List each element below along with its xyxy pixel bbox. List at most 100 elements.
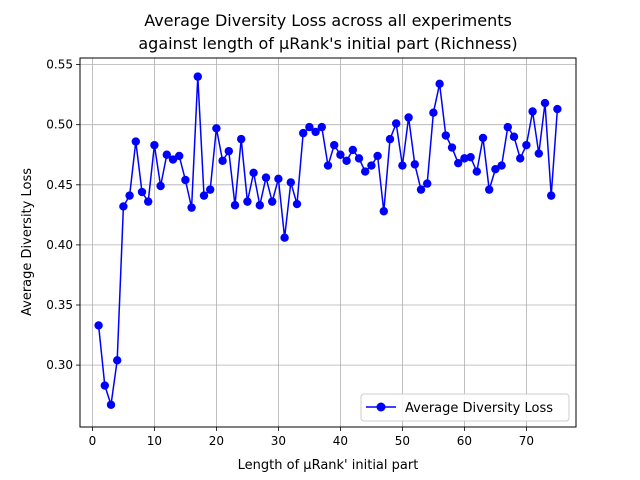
data-point <box>348 145 357 155</box>
data-point <box>150 140 159 150</box>
data-point <box>218 156 227 165</box>
chart-title-line1: Average Diversity Loss across all experi… <box>144 11 512 30</box>
data-point <box>516 154 525 163</box>
data-point <box>472 167 481 176</box>
data-point <box>466 152 475 162</box>
data-point <box>106 400 116 409</box>
data-point <box>336 150 345 159</box>
data-point <box>317 122 326 132</box>
data-point <box>268 197 277 206</box>
y-tick-label: 0.40 <box>46 238 73 252</box>
data-point <box>423 179 432 188</box>
data-point <box>168 155 178 164</box>
y-tick-label: 0.55 <box>46 58 73 72</box>
y-tick-label: 0.45 <box>46 178 73 192</box>
data-point <box>94 321 103 330</box>
data-point <box>292 199 302 209</box>
data-point <box>410 160 419 169</box>
y-tick-label: 0.50 <box>46 118 73 132</box>
data-point <box>447 143 457 152</box>
data-point <box>416 185 426 194</box>
x-tick-label: 20 <box>209 434 224 448</box>
data-point <box>237 134 246 144</box>
data-point <box>137 187 147 197</box>
data-point <box>534 149 543 158</box>
y-tick-label: 0.30 <box>46 358 73 372</box>
data-point <box>175 151 184 161</box>
data-point <box>392 119 401 128</box>
y-tick-label: 0.35 <box>46 298 73 312</box>
data-point <box>509 132 519 141</box>
data-point <box>429 108 438 117</box>
legend-label: Average Diversity Loss <box>405 401 553 416</box>
data-point <box>131 137 140 146</box>
data-point <box>113 356 122 365</box>
x-tick-label: 30 <box>271 434 286 448</box>
plot-area-frame <box>79 57 577 428</box>
legend-marker-swatch <box>376 402 386 412</box>
data-point <box>379 207 388 216</box>
x-tick-label: 10 <box>147 434 162 448</box>
data-point <box>274 174 283 183</box>
legend: Average Diversity Loss <box>360 393 570 422</box>
data-point <box>243 197 252 206</box>
data-point <box>162 150 171 159</box>
data-point <box>255 201 264 210</box>
data-point <box>181 175 190 185</box>
data-point <box>299 128 308 138</box>
data-point <box>249 168 258 177</box>
data-point <box>261 173 271 182</box>
data-point <box>187 203 196 212</box>
data-point <box>385 134 395 144</box>
data-point <box>193 72 202 81</box>
data-point <box>224 146 233 156</box>
data-point <box>100 381 110 390</box>
data-point <box>435 79 444 89</box>
data-point <box>156 181 165 191</box>
data-point <box>540 98 550 108</box>
data-point <box>497 161 506 170</box>
data-point <box>478 133 488 143</box>
x-tick-label: 50 <box>395 434 410 448</box>
data-point <box>330 140 339 150</box>
legend-box <box>360 393 570 422</box>
data-point <box>367 161 376 170</box>
data-point <box>354 154 364 163</box>
data-point <box>280 233 289 242</box>
y-axis-label: Average Diversity Loss <box>20 168 35 316</box>
data-point <box>305 122 314 132</box>
x-tick-label: 70 <box>519 434 534 448</box>
data-point <box>398 161 407 170</box>
data-point <box>212 124 221 133</box>
data-point <box>342 156 351 165</box>
x-axis-label: Length of μRank' initial part <box>238 458 419 473</box>
data-point <box>206 185 215 194</box>
data-point <box>199 191 209 200</box>
data-point <box>503 122 512 132</box>
x-tick-label: 60 <box>457 434 472 448</box>
data-point <box>311 127 320 137</box>
data-point <box>485 185 494 194</box>
data-point <box>491 164 500 174</box>
data-point <box>404 113 413 122</box>
data-point <box>373 151 382 161</box>
series-layer <box>94 72 562 409</box>
data-point <box>454 158 463 168</box>
x-tick-label: 0 <box>89 434 97 448</box>
data-point <box>553 104 562 114</box>
data-point <box>361 167 370 176</box>
x-tick-label: 40 <box>333 434 348 448</box>
data-point <box>125 191 134 200</box>
data-point <box>144 197 153 206</box>
data-point <box>230 201 240 210</box>
data-point <box>119 202 128 211</box>
axis-ticks: 0 10 20 30 40 50 60 70 0.30 0.35 0.40 0.45 0.50 0.55 <box>46 58 534 448</box>
chart-title-line2: against length of μRank's initial part (… <box>138 34 517 53</box>
data-point <box>522 140 531 150</box>
grid-lines <box>80 58 576 427</box>
data-point <box>528 107 537 116</box>
data-point <box>547 191 556 200</box>
data-point <box>441 131 450 140</box>
data-point <box>286 178 295 187</box>
